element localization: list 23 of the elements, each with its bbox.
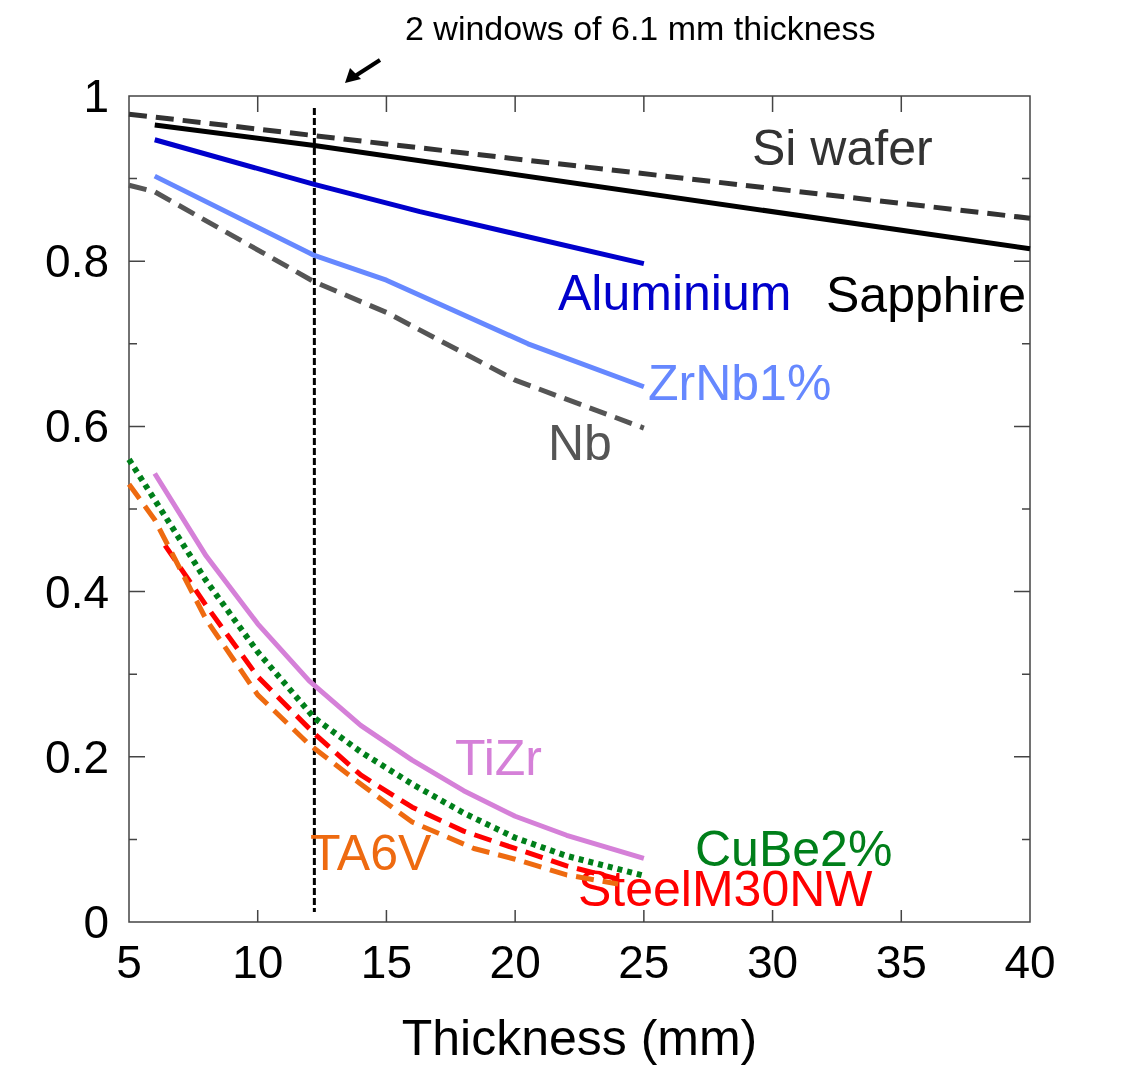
x-tick-label: 20 (489, 936, 541, 988)
x-tick-label: 5 (116, 936, 142, 988)
x-tick-label: 30 (746, 936, 799, 988)
x-tick-label: 10 (232, 936, 284, 988)
y-tick-label: 0.2 (45, 730, 109, 783)
x-axis-title: Thickness (mm) (401, 1010, 758, 1066)
text: 2 windows of 6.1 mm thickness (405, 9, 876, 47)
y-tick-label: 1 (83, 70, 109, 122)
y-tick-label: 0 (83, 896, 109, 948)
y-tick-label: 0.8 (45, 235, 109, 288)
x-tick-label: 40 (1004, 936, 1056, 988)
y-tick-label: 0.4 (45, 565, 109, 618)
series-label: Sapphire (826, 267, 1027, 323)
series-label: Aluminium (558, 265, 792, 321)
series-label: ZrNb1% (648, 355, 832, 411)
series-label: Si wafer (752, 120, 933, 176)
y-tick-label: 0.6 (45, 400, 109, 453)
series-label: Nb (548, 415, 612, 471)
series-label: TA6V (310, 825, 432, 881)
x-tick-label: 25 (618, 936, 670, 988)
series-label: TiZr (455, 730, 542, 786)
x-tick-label: 15 (360, 936, 413, 988)
x-tick-label: 35 (875, 936, 927, 988)
